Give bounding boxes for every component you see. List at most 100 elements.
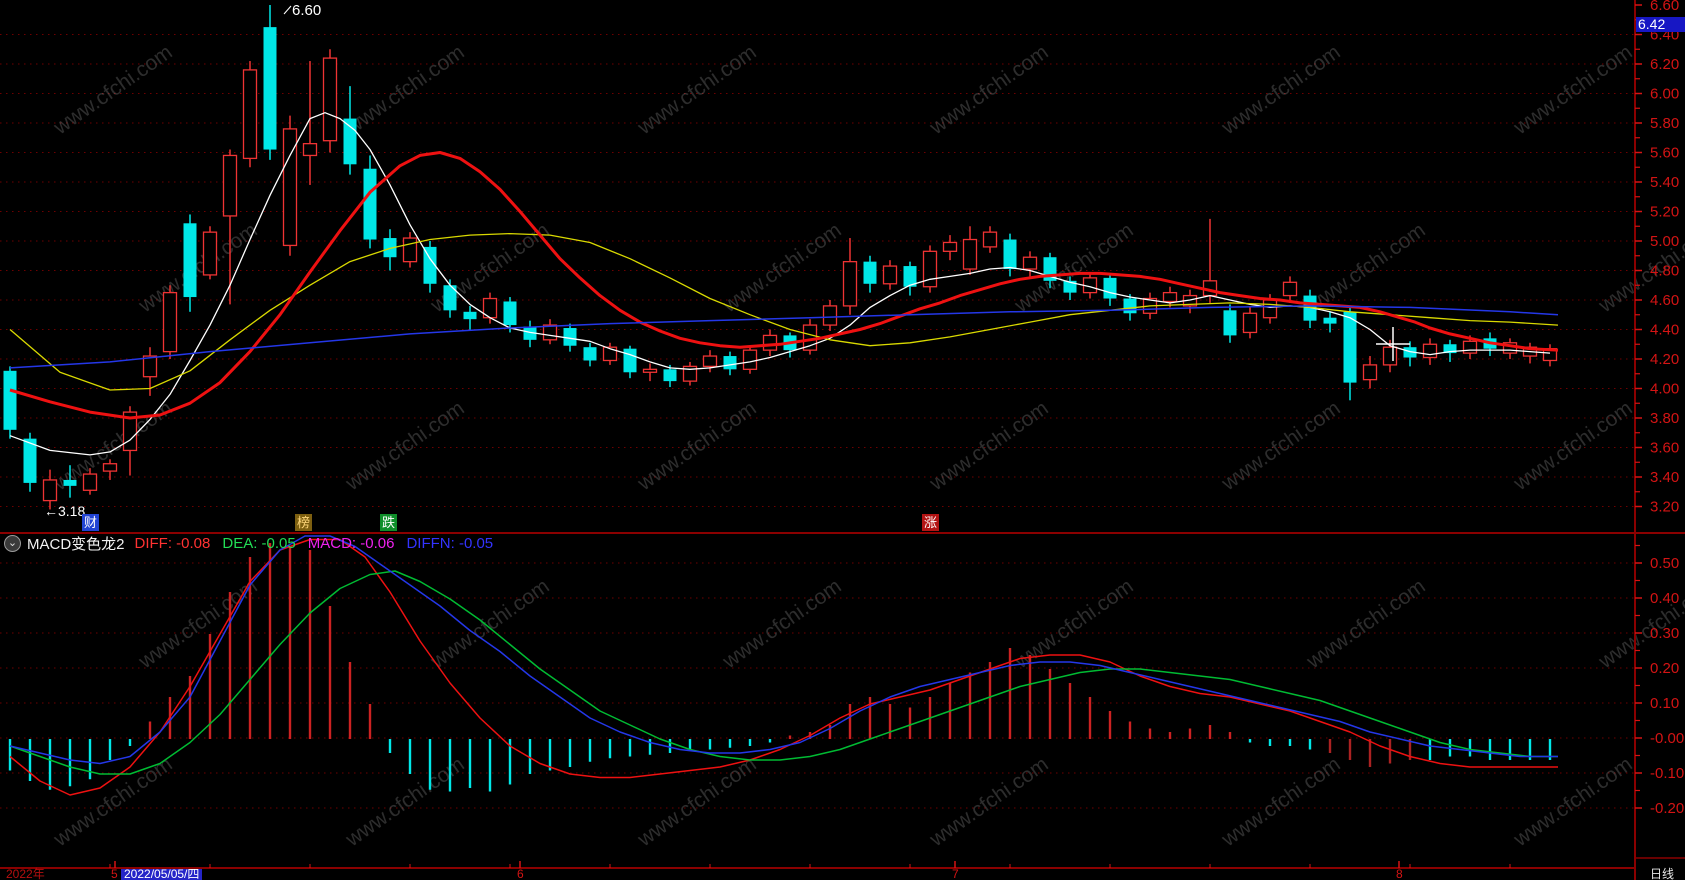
macd-axis-tick: 0.10 <box>1650 695 1679 712</box>
price-axis-tick: 5.20 <box>1650 204 1679 221</box>
macd-indicator-title: MACD变色龙2 <box>27 536 125 553</box>
macd-value-dea: DEA: -0.05 <box>222 535 296 552</box>
svg-text:www.cfchi.com: www.cfchi.com <box>49 41 177 140</box>
crosshair <box>1376 327 1410 361</box>
low-price-annotation: ←3.18 <box>44 503 86 519</box>
macd-axis-tick: 0.40 <box>1650 590 1679 607</box>
chevron-down-circle-icon[interactable]: ⌄ <box>4 535 21 552</box>
candle <box>1262 299 1278 319</box>
svg-text:www.cfchi.com: www.cfchi.com <box>341 397 469 496</box>
macd-axis-tick: 0.20 <box>1650 660 1679 677</box>
candle <box>962 238 978 270</box>
candle <box>222 154 238 217</box>
candle <box>1403 347 1417 358</box>
market-badge-涨[interactable]: 涨 <box>922 514 939 531</box>
candle <box>1242 312 1258 334</box>
price-axis-tick: 3.80 <box>1650 410 1679 427</box>
market-badge-榜[interactable]: 榜 <box>295 514 312 531</box>
time-axis: 2022年 5 2022/05/05/四 6 7 8 日线 <box>0 867 1685 880</box>
candle <box>202 231 218 276</box>
candle <box>42 479 58 502</box>
candle <box>882 265 898 285</box>
candle <box>602 346 618 362</box>
price-axis-tick: 4.00 <box>1650 381 1679 398</box>
svg-text:www.cfchi.com: www.cfchi.com <box>426 575 554 674</box>
macd-indicator-values: DIFF: -0.08 DEA: -0.05 MACD: -0.06 DIFFN: -… <box>135 535 506 552</box>
price-axis-tick: 3.40 <box>1650 469 1679 486</box>
candle <box>1382 346 1398 366</box>
annotation-layer <box>283 5 292 15</box>
diff-line <box>9 538 1558 796</box>
candle <box>1123 298 1137 314</box>
candle <box>1443 344 1457 354</box>
candle <box>523 326 537 340</box>
price-axis-tick: 5.60 <box>1650 145 1679 162</box>
candle <box>282 128 298 247</box>
ma-lines-layer <box>9 112 1559 456</box>
candle <box>642 368 658 373</box>
dea-line <box>9 570 1558 775</box>
svg-text:www.cfchi.com: www.cfchi.com <box>1217 753 1345 852</box>
price-axis-tick: 4.60 <box>1650 292 1679 309</box>
candle <box>423 246 437 284</box>
svg-text:www.cfchi.com: www.cfchi.com <box>925 397 1053 496</box>
svg-text:www.cfchi.com: www.cfchi.com <box>49 753 177 852</box>
candles-layer <box>3 5 1558 510</box>
candle <box>503 301 517 326</box>
candle <box>1003 239 1017 270</box>
svg-text:www.cfchi.com: www.cfchi.com <box>633 753 761 852</box>
candle <box>1422 343 1438 359</box>
period-selector[interactable]: 日线 <box>1649 867 1674 880</box>
macd-indicator-header: ⌄ MACD变色龙2 DIFF: -0.08 DEA: -0.05 MACD: -0… <box>4 534 505 553</box>
candle <box>762 334 778 351</box>
candle <box>1063 280 1077 293</box>
ma-white <box>9 112 1551 456</box>
axis-date-label: 2022年 <box>6 867 45 880</box>
price-axis-tick: 6.60 <box>1650 0 1679 14</box>
candle <box>1462 340 1478 354</box>
candle <box>3 370 17 430</box>
price-axis-tick: 4.80 <box>1650 263 1679 280</box>
market-badge-财[interactable]: 财 <box>82 514 99 531</box>
high-price-annotation: 6.60 <box>292 2 322 19</box>
candle <box>702 355 718 368</box>
macd-axis-tick: -0.10 <box>1650 765 1684 782</box>
svg-text:www.cfchi.com: www.cfchi.com <box>633 397 761 496</box>
svg-text:www.cfchi.com: www.cfchi.com <box>1302 219 1430 318</box>
candle <box>142 355 158 378</box>
macd-value-macd: MACD: -0.06 <box>307 535 395 552</box>
svg-text:www.cfchi.com: www.cfchi.com <box>925 753 1053 852</box>
axis-date-label: 5 <box>111 867 118 880</box>
candle <box>942 241 958 252</box>
svg-text:www.cfchi.com: www.cfchi.com <box>1217 397 1345 496</box>
macd-axis-tick: 0.30 <box>1650 625 1679 642</box>
svg-text:www.cfchi.com: www.cfchi.com <box>718 219 846 318</box>
candle <box>162 291 178 353</box>
candle <box>583 347 597 361</box>
macd-value-diffn: DIFFN: -0.05 <box>406 535 494 552</box>
candle <box>563 328 577 346</box>
price-axis-tick: 6.20 <box>1650 56 1679 73</box>
ma-blue <box>9 305 1559 369</box>
macd-axis-tick: -0.00 <box>1650 730 1684 747</box>
svg-text:www.cfchi.com: www.cfchi.com <box>718 575 846 674</box>
candle <box>822 305 838 326</box>
candle <box>723 356 737 370</box>
price-axis-tick: 6.00 <box>1650 86 1679 103</box>
candle <box>63 479 77 486</box>
candle <box>982 231 998 248</box>
price-axis-tick: 4.40 <box>1650 322 1679 339</box>
candle <box>402 237 418 263</box>
candle <box>1343 311 1357 383</box>
candle <box>1223 310 1237 336</box>
axis-date-label: 7 <box>952 867 959 880</box>
candle <box>302 142 318 157</box>
candle <box>102 463 118 472</box>
candle <box>1282 281 1298 297</box>
market-badge-跌[interactable]: 跌 <box>380 514 397 531</box>
price-axis-tick: 3.60 <box>1650 440 1679 457</box>
candle <box>242 69 258 160</box>
price-axis-tick: 5.80 <box>1650 115 1679 132</box>
candle <box>742 349 758 370</box>
